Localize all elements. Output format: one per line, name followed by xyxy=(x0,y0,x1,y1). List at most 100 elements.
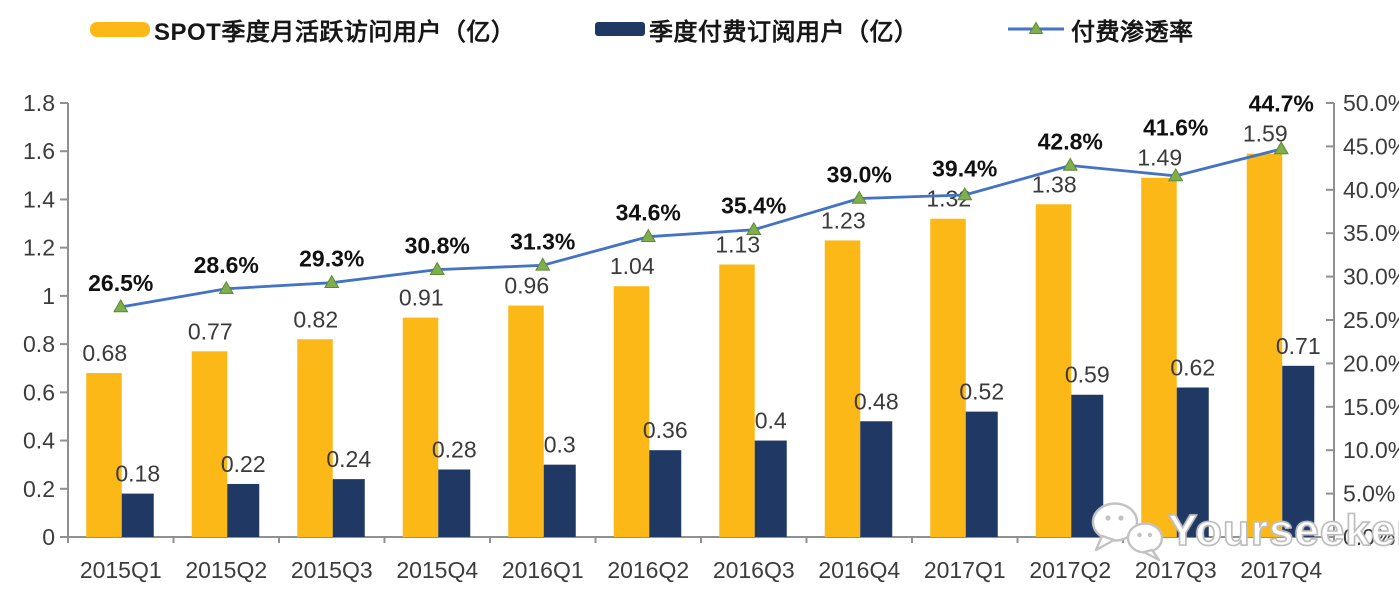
mau-bar-2015Q1 xyxy=(86,373,122,537)
mau-bar-label: 0.82 xyxy=(293,306,338,332)
left-axis-tick-label: 1.2 xyxy=(23,235,55,261)
left-axis-tick-label: 1.6 xyxy=(23,138,55,164)
penetration-marker-2017Q4 xyxy=(1273,141,1289,155)
mau-bar-2017Q3 xyxy=(1141,177,1177,537)
penetration-line xyxy=(120,147,1282,309)
penetration-marker-2015Q1 xyxy=(113,298,129,313)
subs-bar-label: 0.48 xyxy=(854,388,899,414)
legend-label-subs: 季度付费订阅用户（亿） xyxy=(649,18,919,46)
right-axis-tick-label: 10.0% xyxy=(1343,437,1399,463)
x-axis-label: 2017Q4 xyxy=(1240,557,1322,583)
x-axis-label: 2017Q1 xyxy=(924,557,1006,583)
x-axis-label: 2017Q3 xyxy=(1135,557,1217,583)
penetration-label: 31.3% xyxy=(510,228,575,254)
penetration-label: 29.3% xyxy=(299,246,364,272)
penetration-label: 35.4% xyxy=(721,193,786,219)
penetration-marker-2016Q1 xyxy=(535,257,551,271)
x-axis-label: 2015Q1 xyxy=(80,557,162,583)
penetration-label: 28.6% xyxy=(194,252,259,278)
right-axis-tick-label: 35.0% xyxy=(1343,220,1399,246)
mau-bar-2015Q4 xyxy=(402,317,439,537)
subs-bar-label: 0.3 xyxy=(544,432,576,458)
subs-bar-2017Q1 xyxy=(965,411,998,537)
line-marker-glyph-icon xyxy=(1008,21,1064,34)
mau-bar-2016Q2 xyxy=(613,286,650,537)
subs-bar-label: 0.24 xyxy=(326,446,371,472)
x-axis-label: 2016Q3 xyxy=(713,557,795,583)
left-axis-tick-label: 0 xyxy=(42,524,55,550)
x-axis-label: 2015Q4 xyxy=(396,557,478,583)
penetration-label: 44.7% xyxy=(1249,91,1314,117)
subs-bar-label: 0.22 xyxy=(221,451,266,477)
mau-bar-2017Q4 xyxy=(1246,153,1283,537)
left-axis-tick-label: 1 xyxy=(42,283,55,309)
subs-bar-label: 0.52 xyxy=(959,379,1004,405)
legend-label-penetration: 付费渗透率 xyxy=(1071,18,1194,46)
legend-item-penetration: 付费渗透率 xyxy=(1007,14,1194,46)
mau-bar-label: 0.68 xyxy=(82,340,127,366)
penetration-marker-2015Q2 xyxy=(218,280,234,295)
left-axis-tick-label: 0.4 xyxy=(23,428,55,454)
left-axis-tick-label: 1.8 xyxy=(23,90,55,116)
penetration-marker-2015Q3 xyxy=(324,274,340,288)
subs-bar-2015Q3 xyxy=(332,479,365,537)
subs-bar-label: 0.4 xyxy=(755,408,787,434)
mau-bar-label: 0.96 xyxy=(504,273,549,299)
penetration-label: 39.4% xyxy=(932,156,997,182)
mau-bar-2015Q2 xyxy=(191,351,228,537)
subs-bar-label: 0.62 xyxy=(1170,355,1215,381)
chart-legend: SPOT季度月活跃访问用户（亿） 季度付费订阅用户（亿） 付费渗透率 xyxy=(0,0,1399,60)
x-axis-label: 2015Q2 xyxy=(185,557,267,583)
subs-bar-label: 0.71 xyxy=(1276,333,1321,359)
subs-bar-2016Q1 xyxy=(543,464,576,537)
mau-bar-label: 1.59 xyxy=(1243,121,1288,147)
subs-bar-2016Q3 xyxy=(754,440,787,537)
x-axis-label: 2015Q3 xyxy=(291,557,373,583)
penetration-label: 41.6% xyxy=(1143,115,1208,141)
subs-bar-label: 0.28 xyxy=(432,436,477,462)
mau-bar-label: 1.49 xyxy=(1137,145,1182,171)
mau-bar-label: 0.77 xyxy=(188,318,233,344)
mau-bar-label: 0.91 xyxy=(399,285,444,311)
legend-item-subs: 季度付费订阅用户（亿） xyxy=(595,14,919,46)
penetration-marker-2015Q4 xyxy=(429,261,445,275)
legend-swatch-navy xyxy=(595,22,645,36)
penetration-label: 30.8% xyxy=(405,233,470,259)
right-axis-tick-label: 0.0% xyxy=(1343,524,1395,550)
mau-bar-2015Q3 xyxy=(297,339,333,537)
x-axis-label: 2016Q2 xyxy=(607,557,689,583)
penetration-marker-2016Q3 xyxy=(746,221,762,236)
penetration-label: 39.0% xyxy=(827,161,892,187)
penetration-marker-2017Q1 xyxy=(957,187,973,201)
mau-bar-2017Q2 xyxy=(1035,204,1072,537)
right-axis-tick-label: 40.0% xyxy=(1343,177,1399,203)
penetration-label: 34.6% xyxy=(616,200,681,226)
mau-bar-label: 1.23 xyxy=(821,207,866,233)
subs-bar-label: 0.36 xyxy=(643,417,688,443)
legend-item-mau: SPOT季度月活跃访问用户（亿） xyxy=(90,14,516,46)
subs-bar-label: 0.59 xyxy=(1065,362,1110,388)
right-axis-tick-label: 30.0% xyxy=(1343,264,1399,290)
subs-bar-2016Q4 xyxy=(860,421,893,537)
right-axis-tick-label: 45.0% xyxy=(1343,133,1399,159)
mau-bar-label: 1.04 xyxy=(610,253,655,279)
left-axis-tick-label: 1.4 xyxy=(23,186,55,212)
subs-bar-label: 0.18 xyxy=(115,461,160,487)
right-axis-tick-label: 25.0% xyxy=(1343,307,1399,333)
penetration-label: 42.8% xyxy=(1038,128,1103,154)
subs-bar-2017Q2 xyxy=(1071,394,1104,537)
subs-bar-2015Q1 xyxy=(121,493,154,537)
mau-bar-2016Q1 xyxy=(508,305,544,537)
penetration-marker-2017Q2 xyxy=(1062,157,1078,171)
mau-bar-2016Q3 xyxy=(719,264,755,537)
penetration-marker-2016Q2 xyxy=(640,228,656,242)
right-axis-tick-label: 15.0% xyxy=(1343,394,1399,420)
mau-bar-label: 1.13 xyxy=(715,232,760,258)
penetration-marker-2017Q3 xyxy=(1168,167,1184,182)
legend-label-mau: SPOT季度月活跃访问用户（亿） xyxy=(154,18,516,46)
mau-bar-2017Q1 xyxy=(930,218,966,537)
x-axis-label: 2017Q2 xyxy=(1029,557,1111,583)
right-axis-tick-label: 20.0% xyxy=(1343,350,1399,376)
